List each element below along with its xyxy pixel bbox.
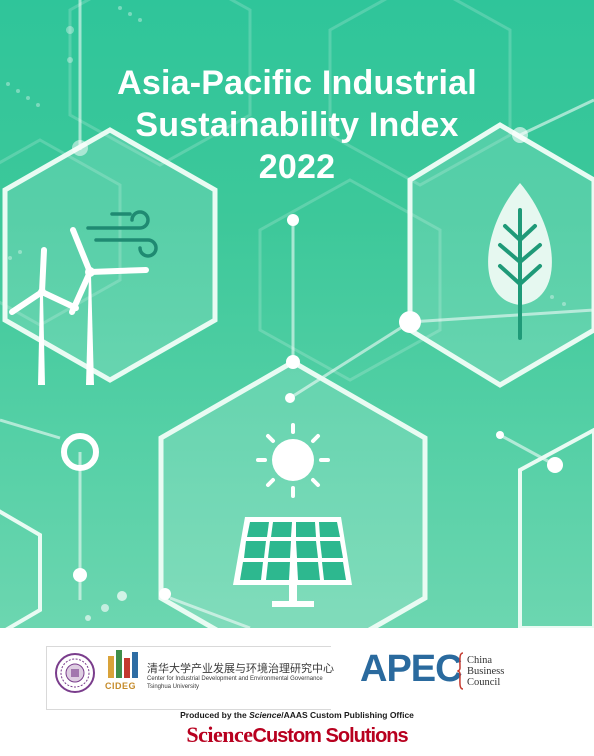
tsinghua-university-label: Tsinghua University	[147, 684, 200, 690]
producer-suffix: /AAAS Custom Publishing Office	[281, 710, 414, 720]
cbc-line-2: Business	[467, 666, 505, 677]
wind-turbine-icon	[9, 227, 149, 385]
sponsor-footer	[0, 628, 594, 756]
cideg-mark-icon	[108, 650, 138, 678]
cover-illustration	[0, 0, 594, 628]
report-title: Asia-Pacific Industrial Sustainability I…	[0, 62, 594, 188]
report-cover: Asia-Pacific Industrial Sustainability I…	[0, 0, 594, 628]
ring-node	[61, 433, 99, 471]
brand-custom-solutions: Custom Solutions	[252, 725, 409, 747]
sun-icon	[256, 423, 330, 498]
wind-gust-icon	[86, 210, 158, 258]
title-line-year: 2022	[258, 148, 336, 186]
network-nodes	[72, 127, 563, 621]
china-business-council-label: China Business Council	[467, 655, 504, 688]
leaf-icon	[488, 183, 552, 340]
apec-logo: APEC	[360, 648, 463, 690]
cbc-line-3: Council	[467, 677, 501, 688]
producer-science: Science	[249, 710, 282, 720]
brand-science: Science	[186, 722, 253, 747]
solar-panel-icon	[233, 517, 352, 607]
dotted-lines	[6, 6, 566, 306]
producer-prefix: Produced by the	[180, 710, 250, 720]
title-line-2: Sustainability Index	[135, 106, 459, 144]
small-hexagons	[0, 427, 594, 628]
cideg-logo-frame	[46, 646, 331, 710]
cideg-label: CIDEG	[105, 681, 137, 691]
title-line-1: Asia-Pacific Industrial	[117, 64, 477, 102]
cideg-english-name: Center for Industrial Development and En…	[147, 676, 323, 682]
cbc-line-1: China	[467, 655, 493, 666]
brace-icon	[457, 652, 464, 690]
producer-credit: Produced by the Science/AAAS Custom Publ…	[0, 710, 594, 720]
cideg-chinese-name: 清华大学产业发展与环境治理研究中心	[147, 662, 334, 675]
tsinghua-seal-logo	[55, 653, 95, 693]
science-custom-solutions-logo: ScienceCustom Solutions	[0, 722, 594, 748]
network-lines	[0, 0, 594, 628]
